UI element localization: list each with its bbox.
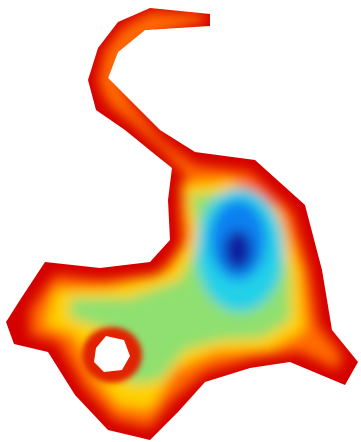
depth-gradient bbox=[30, 12, 342, 428]
island bbox=[82, 327, 142, 383]
depth-deepest bbox=[224, 230, 252, 270]
island-land bbox=[94, 336, 130, 372]
